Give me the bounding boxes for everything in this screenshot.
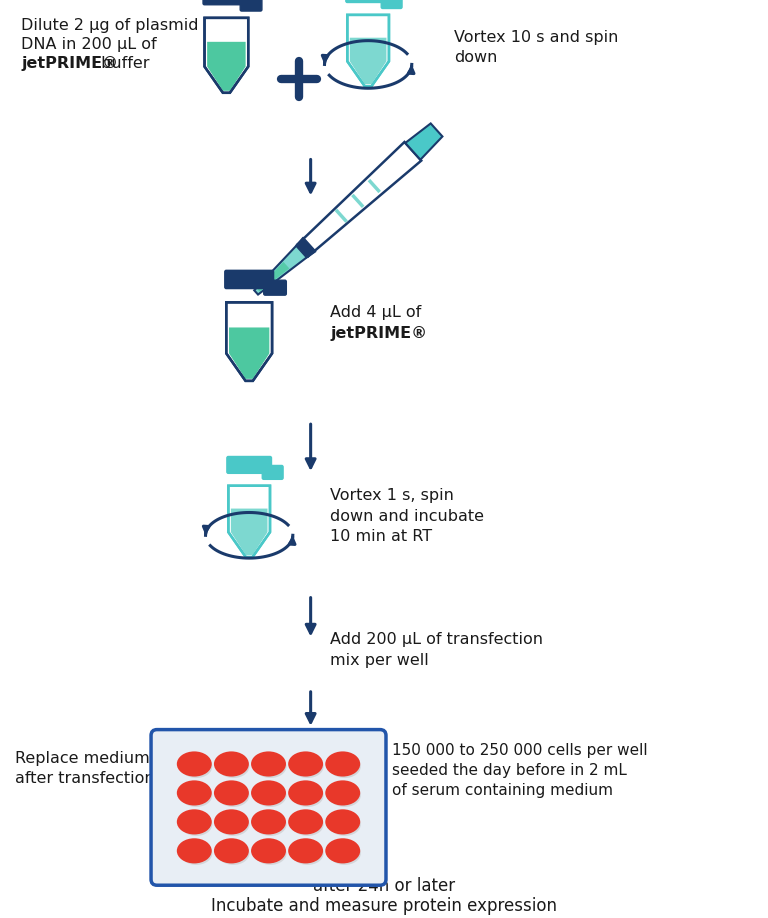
Text: Add 200 μL of transfection: Add 200 μL of transfection	[330, 633, 544, 647]
Ellipse shape	[251, 838, 286, 864]
Ellipse shape	[180, 842, 212, 865]
Ellipse shape	[251, 810, 286, 834]
Text: Incubate and measure protein expression: Incubate and measure protein expression	[211, 897, 557, 915]
Ellipse shape	[292, 784, 323, 807]
Text: jetPRIME®: jetPRIME®	[22, 55, 118, 71]
FancyBboxPatch shape	[151, 730, 386, 885]
Polygon shape	[297, 142, 421, 256]
Text: mix per well: mix per well	[330, 654, 429, 668]
Polygon shape	[296, 237, 316, 258]
Ellipse shape	[254, 784, 286, 807]
Text: Dilute 2 μg of plasmid: Dilute 2 μg of plasmid	[22, 17, 199, 33]
FancyBboxPatch shape	[381, 0, 402, 8]
Ellipse shape	[177, 752, 212, 777]
Text: buffer: buffer	[95, 55, 149, 71]
Text: after 24h or later: after 24h or later	[313, 878, 455, 895]
Ellipse shape	[180, 755, 212, 778]
Ellipse shape	[329, 755, 361, 778]
Polygon shape	[229, 328, 270, 379]
FancyBboxPatch shape	[203, 0, 250, 5]
Ellipse shape	[288, 752, 323, 777]
Ellipse shape	[292, 812, 323, 836]
Text: Replace medium 4h: Replace medium 4h	[15, 752, 175, 767]
Polygon shape	[349, 38, 386, 84]
Text: down: down	[455, 50, 498, 64]
Ellipse shape	[288, 838, 323, 864]
Text: after transfection: after transfection	[15, 771, 155, 786]
Polygon shape	[254, 244, 308, 295]
Ellipse shape	[180, 812, 212, 836]
Text: seeded the day before in 2 mL: seeded the day before in 2 mL	[392, 763, 627, 778]
FancyBboxPatch shape	[225, 270, 273, 288]
Ellipse shape	[214, 810, 249, 834]
Polygon shape	[257, 262, 290, 292]
FancyBboxPatch shape	[263, 280, 286, 296]
Ellipse shape	[326, 752, 360, 777]
Ellipse shape	[217, 812, 250, 836]
Polygon shape	[406, 123, 442, 160]
Text: Vortex 10 s and spin: Vortex 10 s and spin	[455, 29, 619, 45]
Text: of serum containing medium: of serum containing medium	[392, 783, 613, 798]
Ellipse shape	[326, 810, 360, 834]
Ellipse shape	[214, 838, 249, 864]
Ellipse shape	[288, 780, 323, 805]
Ellipse shape	[326, 780, 360, 805]
Ellipse shape	[254, 812, 286, 836]
Text: 10 min at RT: 10 min at RT	[330, 530, 432, 544]
Ellipse shape	[180, 784, 212, 807]
Ellipse shape	[217, 784, 250, 807]
Ellipse shape	[177, 810, 212, 834]
FancyBboxPatch shape	[227, 456, 271, 474]
Ellipse shape	[326, 838, 360, 864]
FancyBboxPatch shape	[240, 0, 262, 11]
Text: DNA in 200 μL of: DNA in 200 μL of	[22, 37, 157, 51]
Polygon shape	[227, 302, 272, 381]
Ellipse shape	[217, 755, 250, 778]
FancyBboxPatch shape	[262, 465, 283, 479]
Polygon shape	[204, 17, 248, 93]
Polygon shape	[228, 486, 270, 557]
Ellipse shape	[329, 784, 361, 807]
Ellipse shape	[251, 752, 286, 777]
Ellipse shape	[288, 810, 323, 834]
Ellipse shape	[292, 755, 323, 778]
Text: 150 000 to 250 000 cells per well: 150 000 to 250 000 cells per well	[392, 744, 647, 758]
Ellipse shape	[177, 780, 212, 805]
Text: down and incubate: down and incubate	[330, 509, 485, 523]
Ellipse shape	[177, 838, 212, 864]
Ellipse shape	[217, 842, 250, 865]
Ellipse shape	[214, 752, 249, 777]
Polygon shape	[207, 42, 246, 91]
Text: jetPRIME®: jetPRIME®	[330, 326, 428, 341]
Polygon shape	[347, 15, 389, 86]
Ellipse shape	[292, 842, 323, 865]
Ellipse shape	[214, 780, 249, 805]
Ellipse shape	[329, 842, 361, 865]
Polygon shape	[231, 509, 267, 555]
Text: Vortex 1 s, spin: Vortex 1 s, spin	[330, 487, 455, 503]
Ellipse shape	[329, 812, 361, 836]
Text: Add 4 μL of: Add 4 μL of	[330, 306, 422, 320]
FancyBboxPatch shape	[346, 0, 390, 3]
Ellipse shape	[251, 780, 286, 805]
Ellipse shape	[254, 842, 286, 865]
Ellipse shape	[254, 755, 286, 778]
